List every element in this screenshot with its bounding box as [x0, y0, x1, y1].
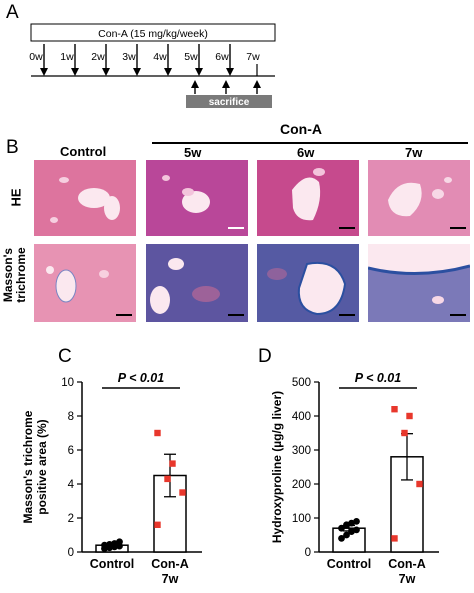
- data-point: [353, 518, 360, 525]
- category-label: Con-A: [151, 557, 189, 571]
- he-7w-image: [368, 160, 470, 236]
- row-label-masson-line2: trichrome: [14, 247, 28, 303]
- week-label-4w: 4w: [153, 51, 167, 63]
- row-label-masson: Masson's trichrome: [1, 234, 28, 316]
- sacrifice-label: sacrifice: [209, 97, 250, 108]
- y-tick-label: 100: [292, 513, 311, 525]
- header-control: Control: [60, 144, 107, 159]
- data-point: [101, 541, 108, 549]
- injection-arrowhead-0w: [40, 68, 48, 76]
- chart-c: 0 2 4 6 8 10 Masson's trichromepositive area (…: [21, 371, 202, 586]
- he-6w-scalebar: [339, 227, 355, 229]
- data-point: [338, 535, 345, 542]
- data-point: [406, 412, 413, 420]
- sacrifice-bar: [186, 95, 272, 108]
- injection-arrowhead-4w: [164, 68, 172, 76]
- he-5w-scalebar: [228, 227, 244, 229]
- injection-arrowhead-5w: [195, 68, 203, 76]
- week-label-1w: 1w: [60, 51, 74, 63]
- y-tick-label: 0: [68, 547, 74, 559]
- data-point: [154, 429, 161, 437]
- y-tick-label: 4: [68, 479, 75, 491]
- y-tick-label: 6: [68, 445, 74, 457]
- panel-c-letter: C: [58, 346, 72, 367]
- week-label-0w: 0w: [29, 51, 43, 63]
- he-6w-image: [257, 160, 359, 236]
- y-axis-label: Masson's trichromepositive area (%): [21, 410, 49, 523]
- y-tick-label: 300: [292, 445, 311, 457]
- header-cona: Con-A: [280, 121, 322, 137]
- header-6w: 6w: [297, 145, 315, 160]
- chart-d: 0 100 200 300 400 500 Hydroxyproline (µg/g liv…: [270, 371, 439, 586]
- week-label-2w: 2w: [91, 51, 105, 63]
- y-tick-label: 200: [292, 479, 311, 491]
- data-point: [391, 406, 398, 413]
- data-point: [416, 480, 423, 488]
- week-label-5w: 5w: [184, 51, 198, 63]
- week-label-3w: 3w: [122, 51, 136, 63]
- panel-a-letter: A: [6, 2, 19, 23]
- masson-5w-scalebar: [228, 314, 244, 316]
- data-point: [401, 429, 408, 437]
- treatment-label: Con-A (15 mg/kg/week): [98, 28, 208, 40]
- significance-label: P < 0.01: [355, 371, 401, 385]
- masson-6w-image: [257, 244, 359, 322]
- week-label-7w: 7w: [246, 51, 260, 63]
- y-tick-label: 2: [68, 513, 74, 525]
- sacrifice-arrowhead-5w: [191, 80, 199, 88]
- injection-arrowhead-2w: [102, 68, 110, 76]
- data-point: [169, 460, 176, 467]
- cona-bracket: [152, 142, 468, 144]
- he-5w-image: [146, 160, 248, 236]
- data-point: [164, 475, 171, 483]
- data-point: [353, 526, 360, 534]
- masson-7w-scalebar: [450, 314, 466, 316]
- masson-5w-image: [146, 244, 248, 322]
- y-axis-label: Hydroxyproline (µg/g liver): [270, 391, 284, 543]
- y-tick-label: 400: [292, 411, 311, 423]
- masson-6w-scalebar: [339, 314, 355, 316]
- he-control-image: [34, 160, 136, 236]
- injection-arrowhead-6w: [226, 68, 234, 76]
- data-point: [343, 531, 350, 539]
- panel-d-letter: D: [258, 346, 272, 367]
- y-tick-label: 500: [292, 377, 311, 389]
- data-point: [338, 524, 345, 532]
- header-7w: 7w: [405, 145, 423, 160]
- category-label: Con-A: [388, 557, 426, 571]
- timeline-diagram: Con-A (15 mg/kg/week) 0w 1w 2w 3w 4w 5w 6w 7w s…: [29, 23, 276, 108]
- data-point: [106, 540, 113, 548]
- injection-arrowhead-1w: [71, 68, 79, 76]
- masson-7w-image: [368, 244, 470, 322]
- data-point: [179, 489, 186, 496]
- data-point: [154, 521, 161, 528]
- significance-label: P < 0.01: [118, 371, 164, 385]
- panel-b-letter: B: [6, 137, 19, 158]
- y-tick-label: 10: [61, 377, 74, 389]
- row-label-he: HE: [8, 188, 24, 207]
- data-point: [391, 535, 398, 542]
- bar-1: [153, 474, 187, 553]
- sacrifice-arrowhead-7w: [253, 80, 261, 88]
- category-label: Control: [90, 557, 134, 571]
- y-tick-label: 8: [68, 411, 74, 423]
- injection-arrowhead-3w: [133, 68, 141, 76]
- category-label: 7w: [162, 572, 179, 586]
- category-label: 7w: [399, 572, 416, 586]
- header-5w: 5w: [184, 145, 202, 160]
- category-label: Control: [327, 557, 371, 571]
- treatment-box: [30, 23, 276, 42]
- masson-control-scalebar: [116, 314, 132, 316]
- week-label-6w: 6w: [215, 51, 229, 63]
- masson-control-image: [34, 244, 136, 322]
- sacrifice-arrowhead-6w: [222, 80, 230, 88]
- y-tick-label: 0: [305, 547, 311, 559]
- he-7w-scalebar: [450, 227, 466, 229]
- data-point: [116, 538, 123, 546]
